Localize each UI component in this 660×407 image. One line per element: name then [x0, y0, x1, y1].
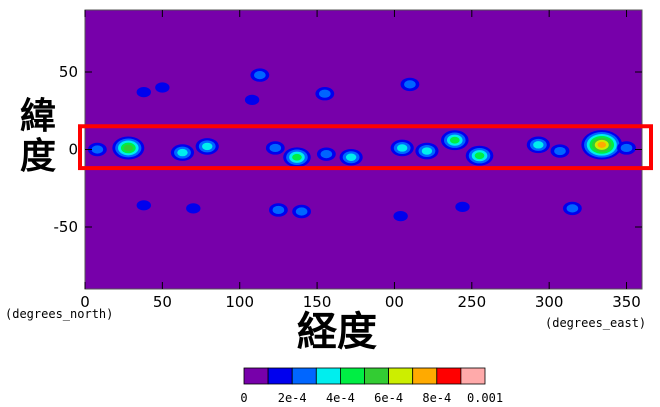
heat-blob	[112, 136, 145, 160]
colorbar: 0 2e-4 4e-4 6e-4 8e-4 0.001	[240, 367, 503, 405]
y-tick-label: -50	[54, 218, 79, 236]
heat-contour	[566, 204, 579, 213]
heat-contour	[177, 148, 188, 157]
heat-contour	[320, 150, 333, 159]
heat-contour	[136, 87, 151, 98]
y-tick-label: 50	[59, 63, 78, 81]
heat-blob	[562, 201, 582, 216]
heat-blob	[136, 87, 151, 98]
colorbar-swatch	[436, 367, 462, 385]
heat-blob	[170, 144, 195, 161]
heat-blob	[87, 142, 107, 157]
heat-blob	[465, 145, 494, 166]
heat-blob	[400, 77, 420, 92]
heat-contour	[272, 205, 285, 215]
heat-blob	[617, 141, 636, 155]
colorbar-swatch	[364, 367, 390, 385]
heat-contour	[345, 153, 357, 161]
heat-blob	[265, 141, 285, 155]
heat-blob	[550, 144, 570, 158]
x-tick-label: 50	[153, 293, 172, 311]
heat-contour	[620, 143, 633, 153]
heat-contour	[295, 207, 308, 216]
colorbar-label: 6e-4	[374, 391, 403, 405]
colorbar-swatch	[267, 367, 293, 385]
y-tick-label: 0	[68, 141, 78, 159]
heat-contour	[254, 71, 266, 80]
x-axis-title: 経度	[297, 309, 377, 355]
y-axis-title: 緯度	[20, 96, 56, 177]
heat-blob	[526, 136, 550, 154]
heat-contour	[421, 147, 433, 155]
x-tick-label: 150	[303, 293, 332, 311]
heat-contour	[474, 152, 485, 160]
x-tick-label: 00	[385, 293, 404, 311]
heat-blob	[155, 82, 170, 93]
heat-blob	[136, 200, 151, 211]
colorbar-label: 2e-4	[278, 391, 307, 405]
heat-blob	[250, 68, 270, 82]
heat-blob	[292, 204, 312, 219]
heat-blob	[455, 201, 470, 212]
heat-blob	[283, 147, 311, 168]
heat-contour	[244, 94, 260, 105]
heat-blob	[393, 211, 408, 222]
heat-blob	[195, 138, 219, 155]
colorbar-swatch	[339, 367, 365, 385]
heat-blob	[315, 87, 335, 101]
heat-contour	[597, 141, 607, 148]
x-axis-ticks: 0 50 100 150 00 250 300 350	[80, 10, 641, 311]
heat-contour	[91, 145, 104, 154]
heat-blob	[244, 94, 260, 105]
heat-blob	[269, 203, 288, 217]
heat-contour	[455, 201, 470, 212]
heat-contour	[533, 141, 544, 149]
heat-contour	[186, 203, 201, 214]
y-axis-unit: (degrees_north)	[5, 307, 113, 321]
heat-contour	[554, 146, 566, 156]
x-tick-label: 300	[535, 293, 564, 311]
x-tick-label: 0	[80, 293, 90, 311]
heat-blob	[390, 139, 414, 157]
heat-contour	[202, 142, 213, 151]
heat-blob	[316, 147, 336, 161]
data-blobs	[87, 68, 636, 222]
colorbar-swatch	[412, 367, 438, 385]
colorbar-label: 4e-4	[326, 391, 355, 405]
x-tick-label: 100	[225, 293, 254, 311]
heat-contour	[155, 82, 170, 93]
x-tick-label: 250	[457, 293, 486, 311]
x-axis-unit: (degrees_east)	[545, 316, 646, 330]
heat-blob	[339, 148, 363, 166]
colorbar-label: 0	[240, 391, 247, 405]
heat-contour	[319, 89, 331, 98]
colorbar-swatch	[243, 367, 269, 385]
x-tick-label: 350	[612, 293, 641, 311]
heat-contour	[292, 153, 302, 161]
heat-contour	[123, 144, 133, 152]
y-axis-ticks: 50 0 -50	[54, 63, 642, 236]
colorbar-swatch	[460, 367, 486, 385]
heat-blob	[581, 130, 623, 160]
heat-contour	[449, 136, 460, 144]
heat-contour	[396, 144, 408, 152]
heat-blob	[415, 142, 439, 160]
heat-contour	[393, 211, 408, 222]
colorbar-swatch	[388, 367, 414, 385]
heat-blob	[440, 130, 469, 151]
heat-contour	[404, 80, 416, 89]
heat-contour	[269, 143, 282, 153]
colorbar-label: 8e-4	[422, 391, 451, 405]
equator-highlight-box	[78, 124, 653, 171]
heat-blob	[186, 203, 201, 214]
colorbar-label: 0.001	[467, 391, 503, 405]
colorbar-swatch	[315, 367, 341, 385]
colorbar-swatch	[291, 367, 317, 385]
heat-contour	[136, 200, 151, 211]
